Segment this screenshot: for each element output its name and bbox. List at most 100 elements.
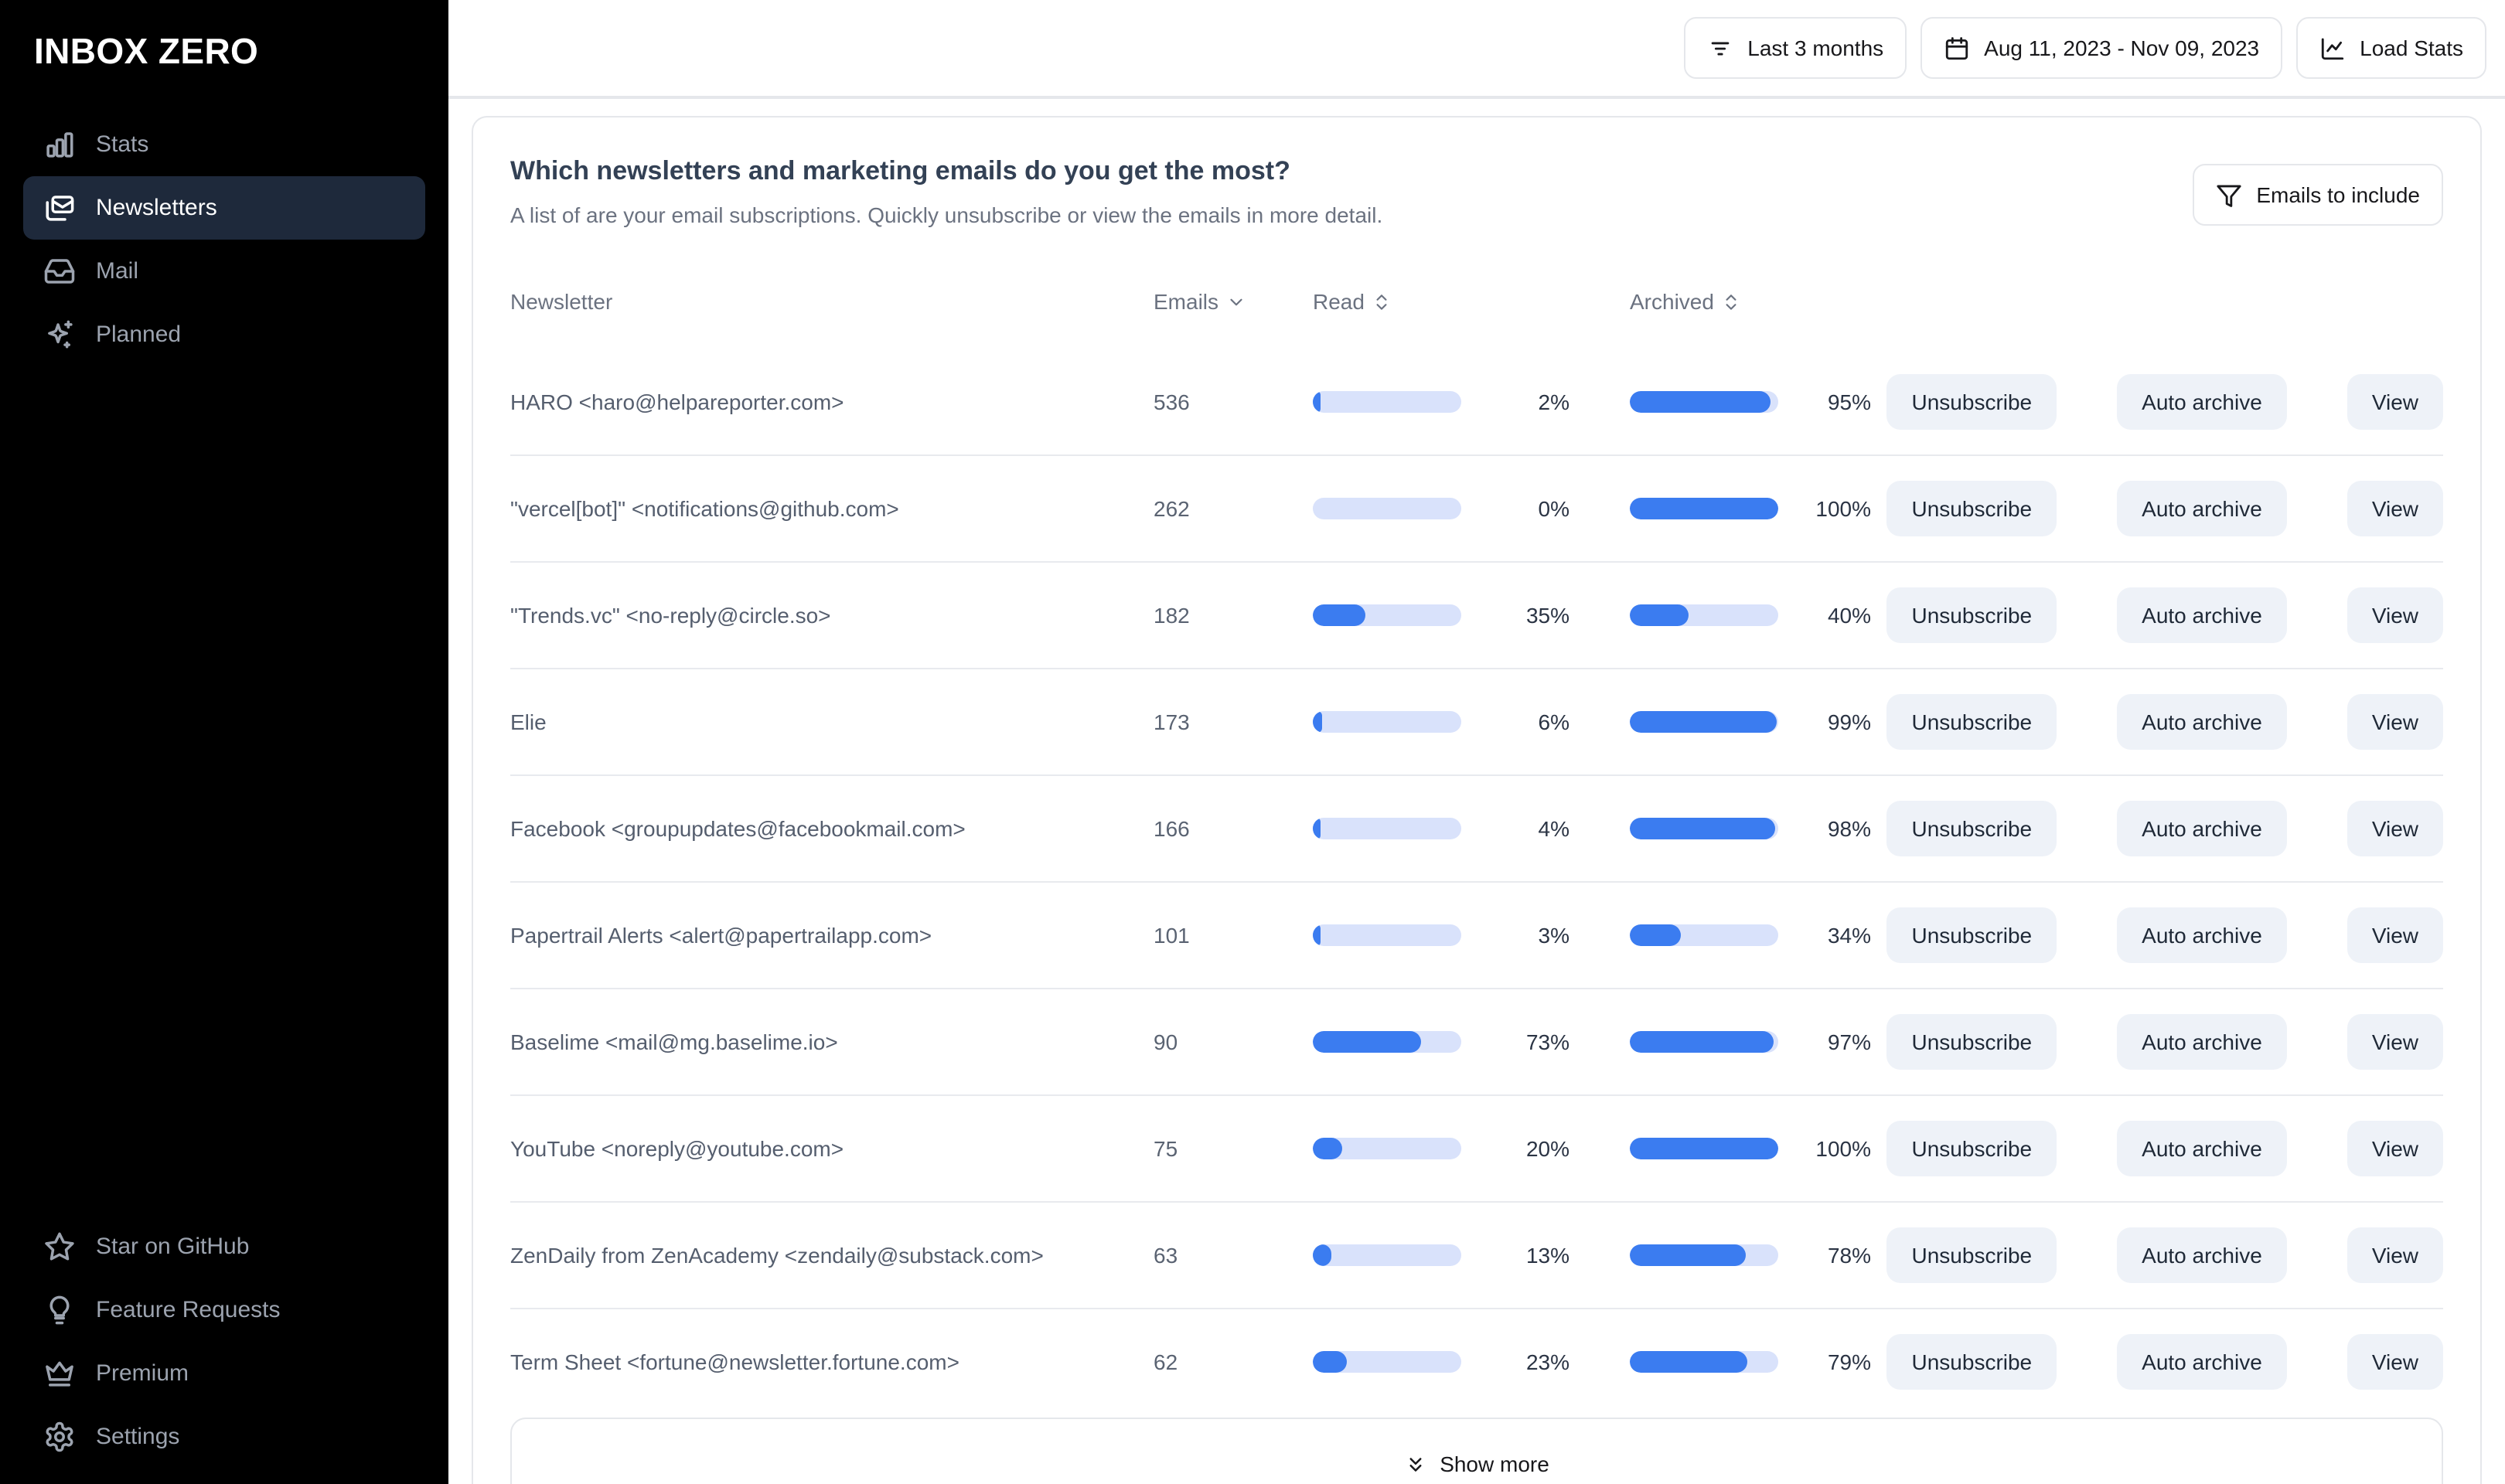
read-percent: 0%	[1538, 496, 1569, 521]
date-range-preset-label: Last 3 months	[1747, 36, 1884, 60]
column-header-read[interactable]: Read	[1313, 289, 1569, 314]
view-button[interactable]: View	[2347, 587, 2443, 643]
archived-cell: 40%	[1630, 603, 1871, 628]
newsletter-row: Baselime <mail@mg.baselime.io> 90 73%	[510, 988, 2443, 1094]
auto-archive-button[interactable]: Auto archive	[2117, 694, 2287, 750]
auto-archive-button[interactable]: Auto archive	[2117, 1334, 2287, 1390]
archived-progress-fill	[1630, 924, 1681, 946]
archived-cell: 99%	[1630, 710, 1871, 734]
page-subtitle: A list of are your email subscriptions. …	[510, 203, 1383, 227]
auto-archive-button[interactable]: Auto archive	[2117, 1121, 2287, 1176]
sidebar-item-newsletters[interactable]: Newsletters	[23, 176, 425, 240]
auto-archive-button[interactable]: Auto archive	[2117, 907, 2287, 963]
auto-archive-button[interactable]: Auto archive	[2117, 587, 2287, 643]
unsubscribe-button[interactable]: Unsubscribe	[1886, 373, 2057, 429]
view-button[interactable]: View	[2347, 1334, 2443, 1390]
view-button[interactable]: View	[2347, 1121, 2443, 1176]
unsubscribe-button[interactable]: Unsubscribe	[1886, 1227, 2057, 1283]
unsubscribe-button[interactable]: Unsubscribe	[1886, 1014, 2057, 1070]
read-percent: 20%	[1525, 1136, 1569, 1161]
archived-cell: 79%	[1630, 1350, 1871, 1374]
read-cell: 4%	[1313, 816, 1569, 841]
emails-to-include-button[interactable]: Emails to include	[2193, 164, 2443, 226]
load-stats-button[interactable]: Load Stats	[2296, 17, 2486, 79]
emails-count: 166	[1154, 816, 1190, 841]
read-percent: 73%	[1525, 1030, 1569, 1054]
archived-percent: 79%	[1827, 1350, 1871, 1374]
unsubscribe-button[interactable]: Unsubscribe	[1886, 801, 2057, 856]
column-header-emails[interactable]: Emails	[1154, 289, 1313, 314]
sidebar-item-star-on-github[interactable]: Star on GitHub	[23, 1215, 425, 1278]
read-progress-bar	[1313, 818, 1461, 839]
unsubscribe-button[interactable]: Unsubscribe	[1886, 694, 2057, 750]
view-button[interactable]: View	[2347, 373, 2443, 429]
newsletter-name: Facebook <groupupdates@facebookmail.com>	[510, 816, 966, 841]
read-cell: 35%	[1313, 603, 1569, 628]
newsletter-name: "Trends.vc" <no-reply@circle.so>	[510, 603, 831, 628]
sidebar-item-stats[interactable]: Stats	[23, 113, 425, 176]
view-button[interactable]: View	[2347, 907, 2443, 963]
date-range-picker-button[interactable]: Aug 11, 2023 - Nov 09, 2023	[1920, 17, 2283, 79]
sidebar-item-planned[interactable]: Planned	[23, 303, 425, 366]
read-progress-fill	[1313, 1031, 1422, 1053]
date-range-preset-button[interactable]: Last 3 months	[1684, 17, 1907, 79]
archived-cell: 100%	[1630, 496, 1871, 521]
auto-archive-button[interactable]: Auto archive	[2117, 801, 2287, 856]
newsletter-name: "vercel[bot]" <notifications@github.com>	[510, 496, 899, 521]
sidebar-item-feature-requests[interactable]: Feature Requests	[23, 1278, 425, 1342]
auto-archive-button[interactable]: Auto archive	[2117, 1227, 2287, 1283]
unsubscribe-button[interactable]: Unsubscribe	[1886, 1334, 2057, 1390]
archived-percent: 95%	[1827, 389, 1871, 414]
emails-count: 536	[1154, 389, 1190, 414]
filter-lines-icon	[1711, 41, 1730, 55]
chevron-down-icon	[1230, 298, 1242, 305]
read-progress-bar	[1313, 604, 1461, 626]
column-header-archived[interactable]: Archived	[1630, 289, 1742, 314]
view-button[interactable]: View	[2347, 1227, 2443, 1283]
emails-count: 63	[1154, 1243, 1178, 1268]
auto-archive-button[interactable]: Auto archive	[2117, 373, 2287, 429]
page-title: Which newsletters and marketing emails d…	[510, 156, 1290, 186]
archived-progress-bar	[1630, 1351, 1778, 1373]
card-header: Which newsletters and marketing emails d…	[510, 151, 2443, 230]
unsubscribe-button[interactable]: Unsubscribe	[1886, 907, 2057, 963]
archived-cell: 34%	[1630, 923, 1871, 948]
archived-percent: 78%	[1827, 1243, 1871, 1268]
show-more-button[interactable]: Show more	[510, 1418, 2443, 1484]
view-button[interactable]: View	[2347, 1014, 2443, 1070]
sidebar-footer: Star on GitHub Feature Requests Premium …	[23, 1215, 425, 1469]
read-cell: 2%	[1313, 389, 1569, 414]
unsubscribe-button[interactable]: Unsubscribe	[1886, 587, 2057, 643]
auto-archive-button[interactable]: Auto archive	[2117, 1014, 2287, 1070]
auto-archive-button[interactable]: Auto archive	[2117, 481, 2287, 536]
sidebar-item-label: Feature Requests	[96, 1297, 281, 1323]
newsletter-row: Term Sheet <fortune@newsletter.fortune.c…	[510, 1308, 2443, 1414]
sidebar-item-mail[interactable]: Mail	[23, 240, 425, 303]
load-stats-label: Load Stats	[2360, 36, 2463, 60]
read-progress-fill	[1313, 1244, 1332, 1266]
unsubscribe-button[interactable]: Unsubscribe	[1886, 481, 2057, 536]
row-actions: Unsubscribe Auto archive View	[1886, 1121, 2443, 1176]
emails-count: 173	[1154, 710, 1190, 734]
read-cell: 23%	[1313, 1350, 1569, 1374]
sidebar-item-premium[interactable]: Premium	[23, 1342, 425, 1405]
view-button[interactable]: View	[2347, 694, 2443, 750]
row-actions: Unsubscribe Auto archive View	[1886, 587, 2443, 643]
line-chart-icon	[2321, 37, 2344, 60]
read-progress-bar	[1313, 390, 1461, 412]
sidebar-nav: Stats Newsletters Mail Planned	[23, 113, 425, 366]
view-button[interactable]: View	[2347, 481, 2443, 536]
view-button[interactable]: View	[2347, 801, 2443, 856]
read-progress-fill	[1313, 604, 1365, 626]
archived-progress-fill	[1630, 390, 1771, 412]
read-cell: 13%	[1313, 1243, 1569, 1268]
archived-progress-fill	[1630, 1244, 1746, 1266]
emails-to-include-label: Emails to include	[2256, 182, 2420, 207]
newsletter-name: Baselime <mail@mg.baselime.io>	[510, 1030, 838, 1054]
read-progress-fill	[1313, 390, 1321, 412]
unsubscribe-button[interactable]: Unsubscribe	[1886, 1121, 2057, 1176]
archived-progress-fill	[1630, 1031, 1774, 1053]
lightbulb-icon	[49, 1295, 70, 1325]
archived-percent: 100%	[1815, 496, 1871, 521]
sidebar-item-settings[interactable]: Settings	[23, 1405, 425, 1469]
